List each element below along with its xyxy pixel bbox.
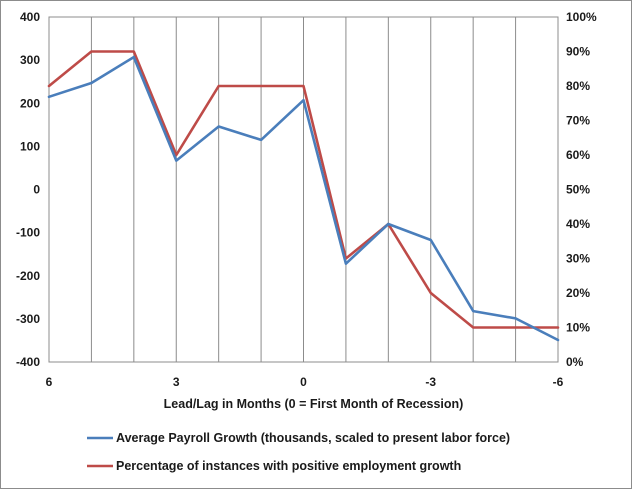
x-tick-label: 0: [300, 375, 307, 389]
y2-tick-label: 50%: [566, 183, 590, 197]
y2-tick-label: 60%: [566, 148, 590, 162]
y2-tick-label: 0%: [566, 355, 584, 369]
y-tick-label: -100: [16, 226, 40, 240]
legend-label-percentage: Percentage of instances with positive em…: [116, 459, 461, 473]
y-tick-label: -200: [16, 269, 40, 283]
legend-label-payroll: Average Payroll Growth (thousands, scale…: [116, 431, 510, 445]
plot-area: [48, 16, 559, 363]
y2-tick-label: 80%: [566, 79, 590, 93]
y-tick-label: -400: [16, 355, 40, 369]
gridlines: [48, 17, 559, 362]
x-tick-label: 3: [173, 375, 180, 389]
y-tick-label: 0: [33, 183, 40, 197]
x-tick-label: -3: [425, 375, 436, 389]
y2-tick-label: 10%: [566, 321, 590, 335]
y2-tick-label: 20%: [566, 286, 590, 300]
legend: Average Payroll Growth (thousands, scale…: [87, 431, 510, 473]
series-lines: [47, 50, 560, 342]
y-tick-label: 400: [20, 10, 40, 24]
y2-tick-label: 90%: [566, 45, 590, 59]
x-axis-title: Lead/Lag in Months (0 = First Month of R…: [164, 397, 464, 411]
y2-tick-label: 70%: [566, 114, 590, 128]
x-axis-ticks: 6 3 0 -3 -6: [46, 375, 564, 389]
y2-tick-label: 40%: [566, 217, 590, 231]
y-tick-label: 100: [20, 139, 40, 153]
y-tick-label: 300: [20, 53, 40, 67]
y-tick-label: 200: [20, 96, 40, 110]
series-line-percentage: [47, 50, 560, 329]
series-line-payroll: [47, 55, 560, 342]
left-axis-ticks: -400 -300 -200 -100 0 100 200 300 400: [16, 10, 40, 369]
y-tick-label: -300: [16, 312, 40, 326]
x-tick-label: -6: [553, 375, 564, 389]
right-axis-ticks: 0% 10% 20% 30% 40% 50% 60% 70% 80% 90% 100%: [566, 10, 597, 369]
y2-tick-label: 30%: [566, 252, 590, 266]
x-tick-label: 6: [46, 375, 53, 389]
y2-tick-label: 100%: [566, 10, 597, 24]
